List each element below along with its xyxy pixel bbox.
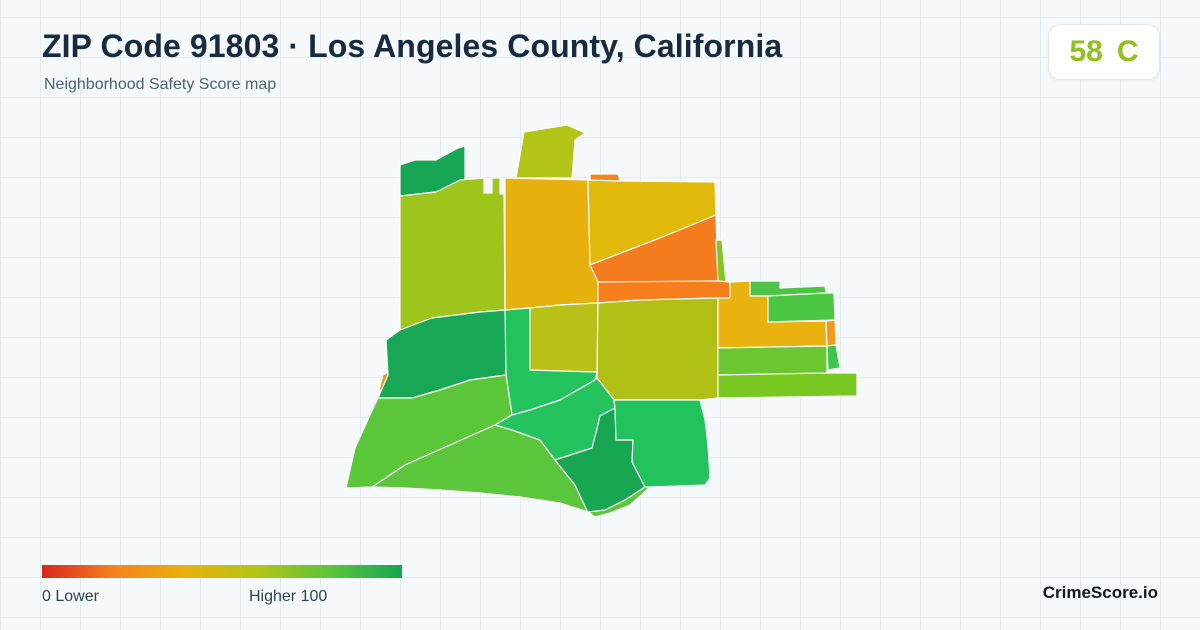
map-region-east-bottom-band[interactable] <box>717 372 858 399</box>
map-region-north-spire[interactable] <box>515 124 586 179</box>
map-region-east-orange-strip[interactable] <box>825 319 837 347</box>
legend-gradient-bar <box>42 565 402 578</box>
safety-grade: C <box>1116 35 1139 68</box>
page-subtitle: Neighborhood Safety Score map <box>44 76 277 93</box>
safety-score-value: 58 <box>1069 35 1103 68</box>
page-title: ZIP Code 91803 · Los Angeles County, Cal… <box>42 28 783 64</box>
map-region-center-square[interactable] <box>529 302 599 373</box>
map-region-east-right-green[interactable] <box>767 292 836 323</box>
brand-logo-text[interactable]: CrimeScore.io <box>1042 583 1158 602</box>
map-region-east-lower-green[interactable] <box>717 345 828 376</box>
map-regions <box>345 124 858 518</box>
map-region-south-tail[interactable] <box>587 486 651 518</box>
safety-score-badge: 58 C <box>1048 24 1160 80</box>
map-region-east-sliver[interactable] <box>715 239 727 283</box>
legend-max-label: Higher 100 <box>249 588 328 605</box>
map-region-east-green-tip[interactable] <box>826 344 841 371</box>
map-region-north-center[interactable] <box>504 177 599 311</box>
map-region-west-upper[interactable] <box>399 177 506 331</box>
legend-min-label: 0 Lower <box>42 588 99 605</box>
map-region-center-big[interactable] <box>596 297 719 401</box>
map-region-se-green[interactable] <box>613 399 711 488</box>
